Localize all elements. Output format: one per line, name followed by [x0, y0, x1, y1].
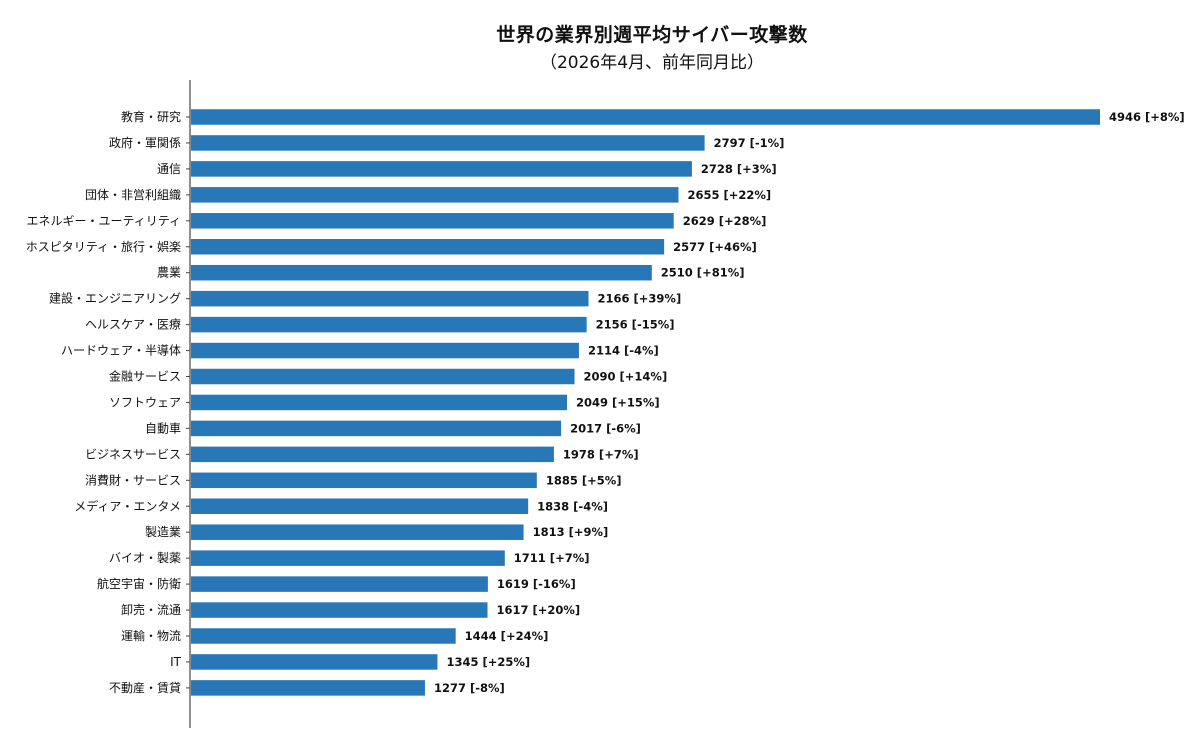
category-label: バイオ・製薬 — [109, 551, 181, 565]
bar-value-label: 2090 [+14%] — [584, 370, 668, 384]
category-label: 自動車 — [145, 421, 181, 435]
bar-value-label: 1617 [+20%] — [497, 603, 581, 617]
bar-value-label: 1711 [+7%] — [514, 551, 590, 565]
bar-value-label: 2510 [+81%] — [661, 266, 745, 280]
bar — [191, 135, 705, 151]
bar-value-label: 1813 [+9%] — [533, 525, 609, 539]
bar — [191, 680, 425, 696]
category-label: 航空宇宙・防衛 — [97, 576, 181, 591]
bar-value-label: 2156 [-15%] — [596, 318, 675, 332]
category-label: 不動産・賃貸 — [109, 680, 181, 695]
category-label: ソフトウェア — [109, 395, 181, 409]
category-label: 製造業 — [145, 525, 181, 539]
category-label: 消費財・サービス — [85, 472, 181, 487]
category-label: 農業 — [157, 266, 181, 280]
bar — [191, 628, 456, 644]
bar-value-label: 2728 [+3%] — [701, 162, 777, 176]
bar-value-label: 2797 [-1%] — [714, 136, 785, 150]
bar-value-label: 2166 [+39%] — [598, 292, 682, 306]
bar — [191, 368, 575, 385]
category-label: 金融サービス — [109, 369, 181, 384]
bar — [191, 602, 488, 618]
bar — [191, 420, 562, 437]
bar-value-label: 4946 [+8%] — [1109, 110, 1185, 124]
category-label: 建設・エンジニアリング — [49, 291, 181, 306]
category-label: エネルギー・ユーティリティ — [26, 214, 181, 228]
category-label: ハードウェア・半導体 — [61, 344, 181, 358]
bar — [191, 342, 579, 359]
bar — [191, 498, 529, 514]
chart-title: 世界の業界別週平均サイバー攻撃数 — [496, 24, 808, 46]
category-label: 運輸・物流 — [121, 628, 181, 643]
bar — [191, 524, 524, 540]
bar — [191, 161, 692, 177]
category-label: 卸売・流通 — [121, 602, 181, 617]
bar-value-label: 1885 [+5%] — [546, 473, 622, 487]
bar-value-label: 1444 [+24%] — [465, 629, 549, 643]
bar — [191, 239, 665, 255]
category-label: 教育・研究 — [121, 109, 181, 124]
bar — [191, 446, 554, 463]
category-label: ヘルスケア・医療 — [85, 318, 181, 332]
bar-value-label: 1619 [-16%] — [497, 577, 576, 591]
bar-value-label: 2629 [+28%] — [683, 214, 767, 228]
chart-subtitle: （2026年4月、前年同月比） — [539, 53, 765, 73]
bar — [191, 290, 589, 307]
bar — [191, 109, 1100, 125]
bar-value-label: 2114 [-4%] — [588, 344, 659, 358]
category-label: 通信 — [157, 162, 181, 176]
bar-value-label: 2655 [+22%] — [687, 188, 771, 202]
category-label: メディア・エンタメ — [74, 498, 181, 513]
category-label: ホスピタリティ・旅行・娯楽 — [26, 240, 181, 254]
bar-value-label: 1345 [+25%] — [446, 655, 530, 669]
bar-value-label: 2049 [+15%] — [576, 395, 660, 409]
bar — [191, 394, 567, 411]
bar — [191, 316, 587, 333]
category-label: IT — [170, 655, 182, 669]
bar — [191, 264, 652, 281]
bar — [191, 213, 674, 229]
category-label: 政府・軍関係 — [109, 135, 181, 150]
category-label: ビジネスサービス — [85, 447, 181, 461]
category-label: 団体・非営利組織 — [85, 188, 181, 202]
bar — [191, 550, 505, 566]
bar-value-label: 1277 [-8%] — [434, 681, 505, 695]
bar — [191, 472, 537, 489]
bar — [191, 576, 488, 592]
bar-value-label: 2577 [+46%] — [673, 240, 757, 254]
bar-value-label: 1978 [+7%] — [563, 447, 639, 461]
bar-value-label: 2017 [-6%] — [570, 421, 641, 435]
bar-value-label: 1838 [-4%] — [537, 499, 608, 513]
bar — [191, 187, 679, 203]
bar — [191, 654, 438, 670]
